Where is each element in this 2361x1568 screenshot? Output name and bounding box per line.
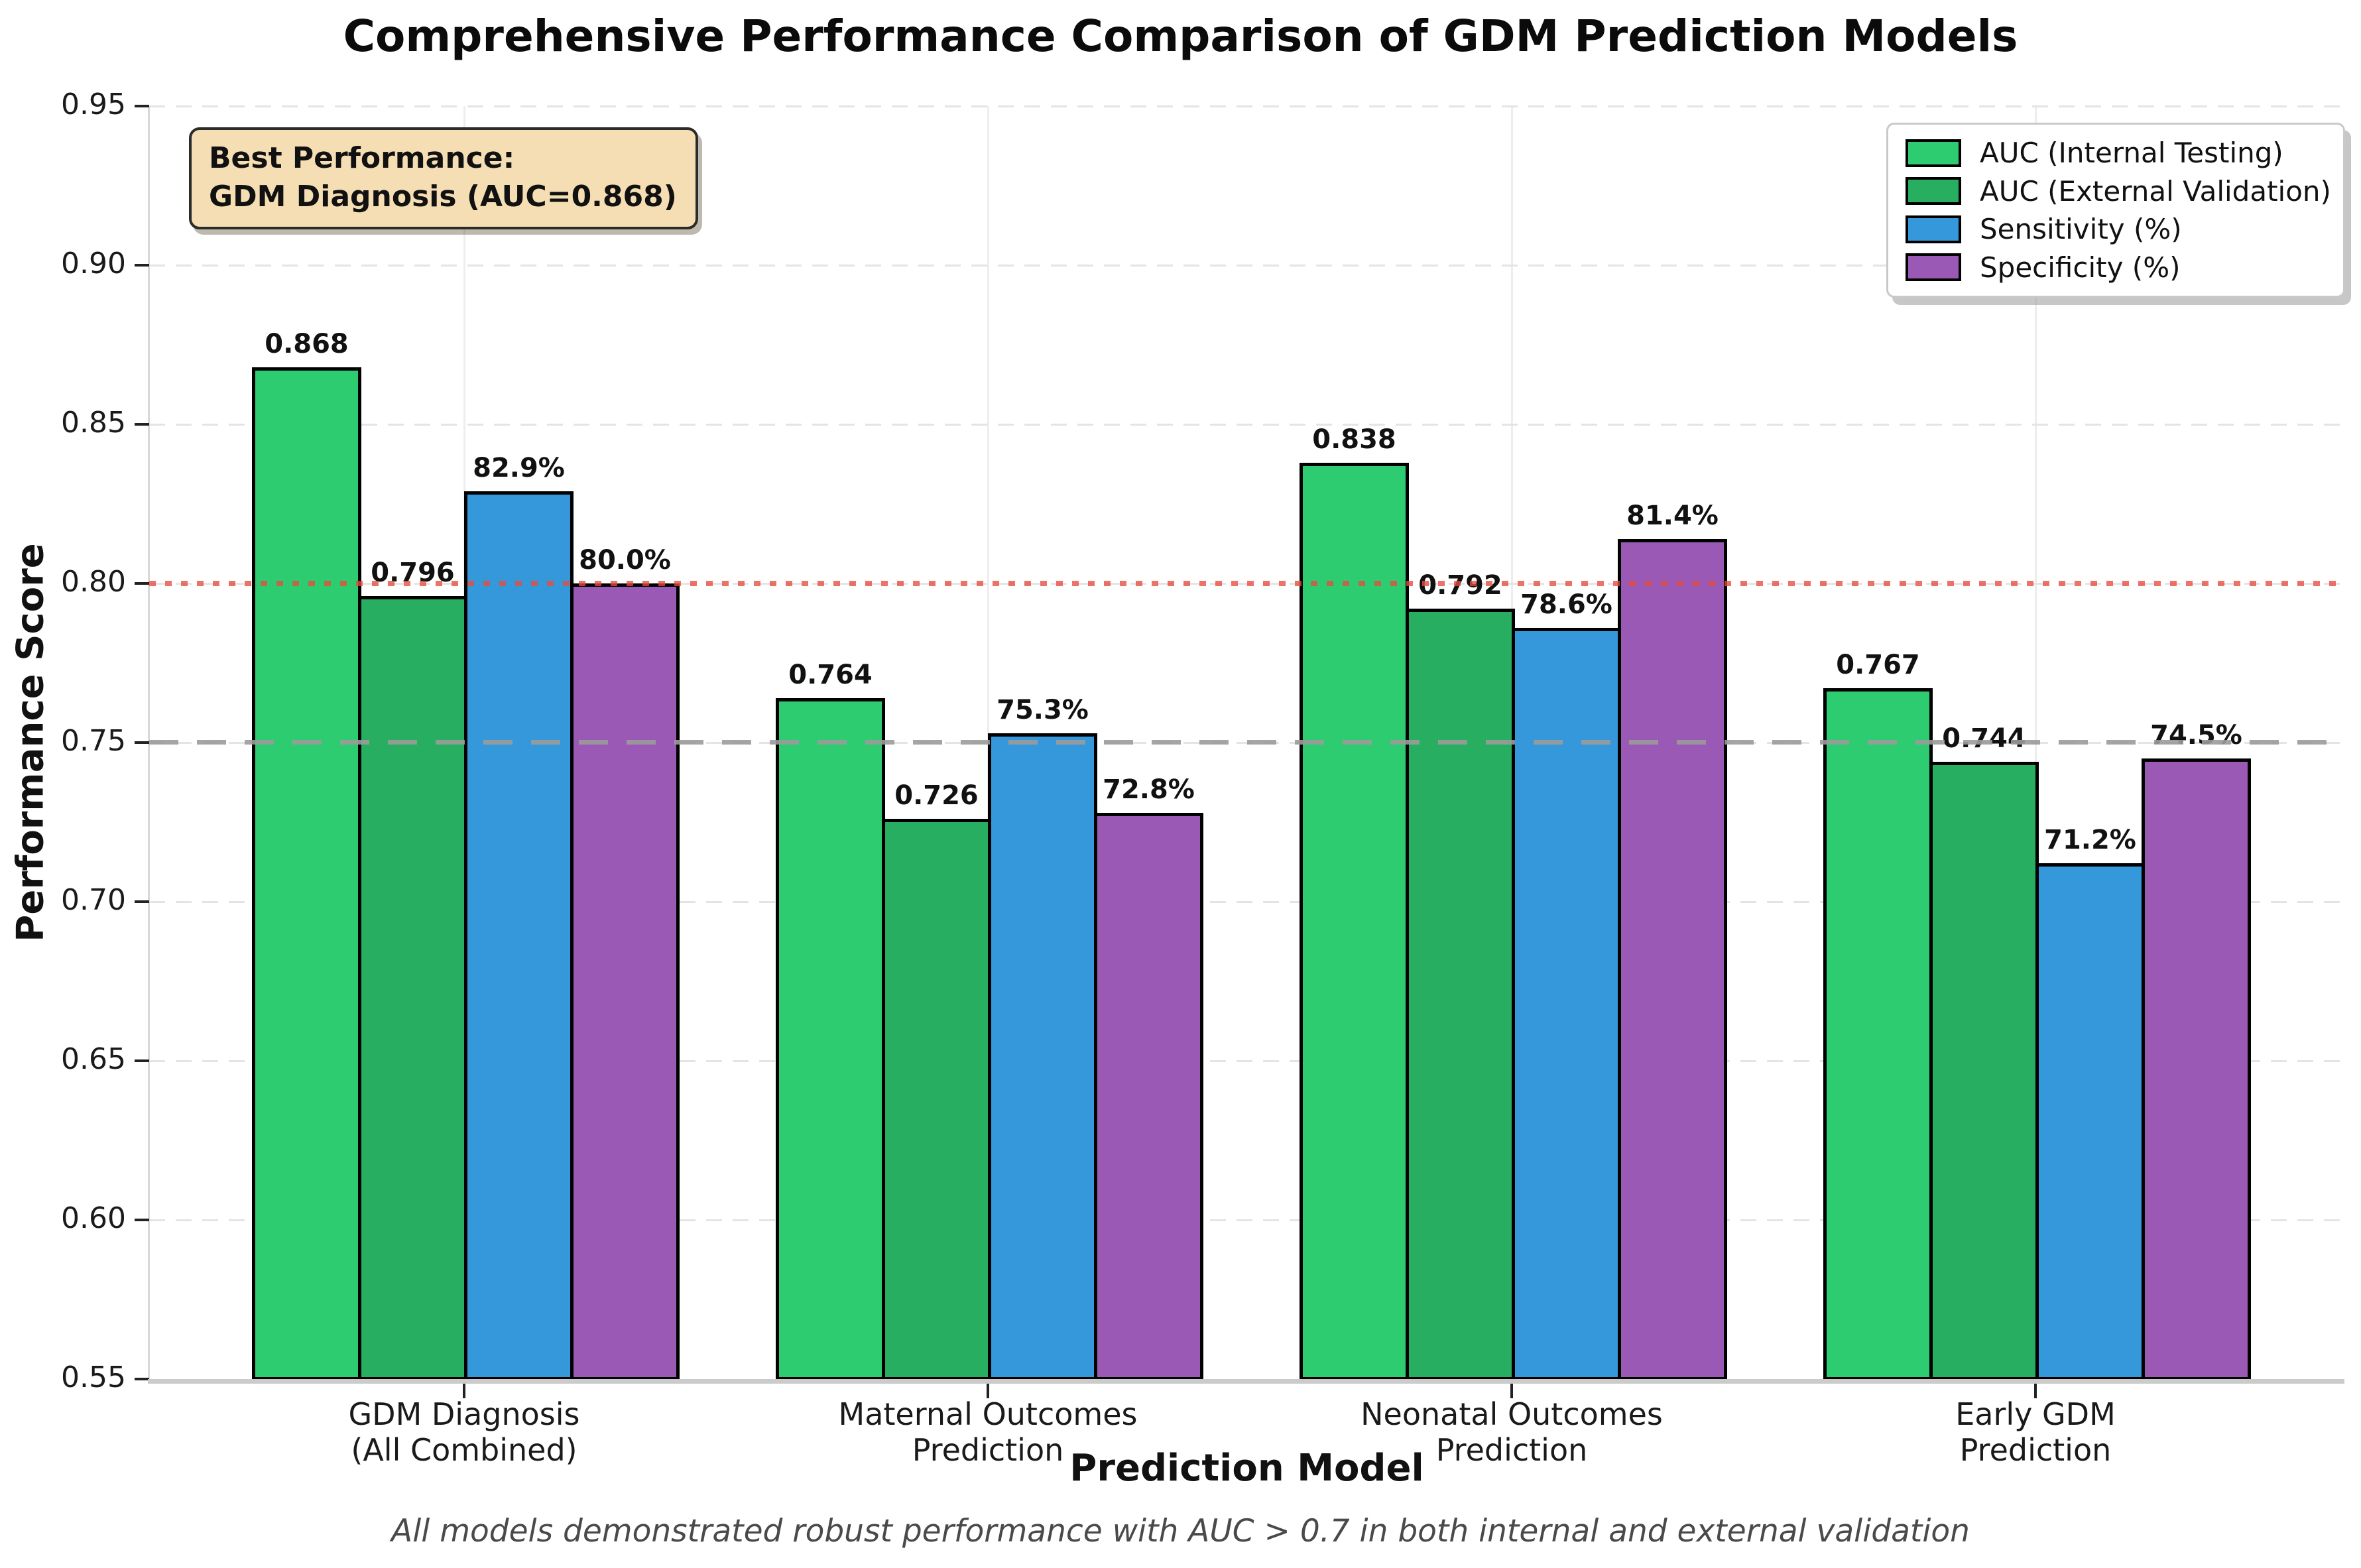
- y-tick-mark-0.55: [135, 1378, 149, 1380]
- x-tick-mark-2: [987, 1384, 989, 1398]
- bar-sensitivity-group1: [464, 491, 574, 1380]
- x-tick-label-line1: Neonatal Outcomes: [1361, 1396, 1663, 1432]
- bar-auc-external-validation-group1: [358, 596, 467, 1380]
- x-tick-label-line2: Prediction: [1959, 1432, 2112, 1468]
- chart-title: Comprehensive Performance Comparison of …: [343, 11, 2018, 62]
- y-tick-mark-0.85: [135, 423, 149, 426]
- y-tick-mark-0.90: [135, 264, 149, 267]
- x-tick-label-3: Neonatal Outcomes Prediction: [1293, 1396, 1730, 1468]
- y-gridline-0.65: [149, 1060, 2344, 1062]
- bar-auc-internal-testing-group1: [252, 367, 361, 1380]
- annotation-line1: Best Performance:: [209, 141, 515, 175]
- bar-auc-external-validation-group4: [1929, 761, 2039, 1380]
- y-gridline-0.95: [149, 105, 2344, 107]
- x-axis-label: Prediction Model: [1069, 1447, 1424, 1490]
- bar-auc-external-validation-group3: [1406, 609, 1515, 1380]
- bar-auc-external-validation-group2: [882, 819, 991, 1380]
- bar-value-label: 71.2%: [2044, 825, 2136, 856]
- bar-sensitivity-group4: [2035, 863, 2145, 1380]
- bar-sensitivity-group2: [988, 733, 1097, 1380]
- x-tick-label-line2: (All Combined): [351, 1432, 577, 1468]
- legend: AUC (Internal Testing) AUC (External Vali…: [1886, 123, 2345, 298]
- y-gridline-0.70: [149, 901, 2344, 903]
- y-tick-label-0.90: 0.90: [61, 247, 126, 280]
- x-tick-mark-4: [2034, 1384, 2037, 1398]
- reference-line-0.75: [149, 740, 2344, 745]
- bar-specificity-group1: [570, 583, 680, 1380]
- x-tick-label-line1: GDM Diagnosis: [348, 1396, 580, 1432]
- legend-label: Specificity (%): [1980, 251, 2181, 284]
- annotation-box: Best Performance: GDM Diagnosis (AUC=0.8…: [189, 127, 698, 229]
- legend-item: AUC (External Validation): [1906, 175, 2331, 208]
- x-tick-label-1: GDM Diagnosis (All Combined): [245, 1396, 683, 1468]
- legend-swatch-icon: [1906, 177, 1961, 206]
- bar-sensitivity-group3: [1512, 628, 1621, 1380]
- y-gridline-0.85: [149, 424, 2344, 426]
- bar-auc-internal-testing-group2: [776, 697, 885, 1380]
- x-tick-mark-3: [1510, 1384, 1513, 1398]
- x-tick-mark-1: [463, 1384, 465, 1398]
- y-tick-label-0.85: 0.85: [61, 406, 126, 440]
- legend-swatch-icon: [1906, 215, 1961, 243]
- legend-swatch-icon: [1906, 139, 1961, 167]
- reference-line-0.80: [149, 581, 2344, 586]
- bar-value-label: 78.6%: [1520, 589, 1612, 621]
- y-tick-label-0.60: 0.60: [61, 1201, 126, 1235]
- annotation-line2: GDM Diagnosis (AUC=0.868): [209, 180, 677, 213]
- bar-value-label: 0.726: [894, 780, 979, 812]
- legend-label: AUC (External Validation): [1980, 174, 2331, 208]
- x-tick-label-line1: Early GDM: [1955, 1396, 2116, 1432]
- y-gridline-0.60: [149, 1219, 2344, 1221]
- x-axis-spine: [148, 1379, 2344, 1384]
- y-tick-mark-0.80: [135, 582, 149, 585]
- bar-specificity-group3: [1618, 538, 1727, 1380]
- bar-value-label: 81.4%: [1626, 500, 1719, 531]
- footer-note: All models demonstrated robust performan…: [391, 1513, 1970, 1549]
- y-tick-label-0.55: 0.55: [61, 1360, 126, 1394]
- bar-value-label: 75.3%: [997, 694, 1089, 725]
- bar-value-label: 0.767: [1836, 650, 1920, 681]
- bar-auc-internal-testing-group4: [1823, 688, 1933, 1380]
- legend-label: AUC (Internal Testing): [1980, 137, 2283, 169]
- x-tick-label-4: Early GDM Prediction: [1817, 1396, 2254, 1468]
- x-tick-label-2: Maternal Outcomes Prediction: [769, 1396, 1207, 1468]
- legend-label: Sensitivity (%): [1980, 213, 2182, 246]
- bar-value-label: 0.838: [1312, 424, 1396, 455]
- x-tick-label-line2: Prediction: [912, 1432, 1064, 1468]
- legend-swatch-icon: [1906, 253, 1961, 282]
- legend-item: Specificity (%): [1906, 251, 2326, 284]
- legend-item: Sensitivity (%): [1906, 213, 2326, 245]
- bar-specificity-group2: [1094, 812, 1203, 1380]
- bar-value-label: 0.744: [1942, 723, 2026, 754]
- bar-value-label: 0.868: [265, 328, 349, 359]
- y-tick-label-0.70: 0.70: [61, 883, 126, 917]
- bar-value-label: 80.0%: [579, 545, 671, 575]
- bar-specificity-group4: [2142, 758, 2251, 1380]
- y-gridline-0.90: [149, 265, 2344, 267]
- y-tick-label-0.75: 0.75: [61, 724, 126, 758]
- y-tick-label-0.95: 0.95: [61, 88, 126, 121]
- bar-value-label: 82.9%: [473, 452, 565, 483]
- x-tick-label-line2: Prediction: [1435, 1432, 1588, 1468]
- bar-value-label: 74.5%: [2150, 720, 2242, 751]
- y-tick-label-0.65: 0.65: [61, 1042, 126, 1076]
- y-tick-mark-0.75: [135, 741, 149, 744]
- y-tick-mark-0.65: [135, 1059, 149, 1062]
- y-tick-mark-0.95: [135, 105, 149, 107]
- y-tick-mark-0.60: [135, 1219, 149, 1221]
- y-tick-label-0.80: 0.80: [61, 565, 126, 599]
- bar-value-label: 72.8%: [1103, 774, 1195, 805]
- y-tick-mark-0.70: [135, 900, 149, 903]
- legend-item: AUC (Internal Testing): [1906, 137, 2326, 169]
- y-axis-label: Performance Score: [9, 543, 52, 942]
- x-tick-label-line1: Maternal Outcomes: [838, 1396, 1138, 1432]
- bar-value-label: 0.764: [788, 659, 873, 690]
